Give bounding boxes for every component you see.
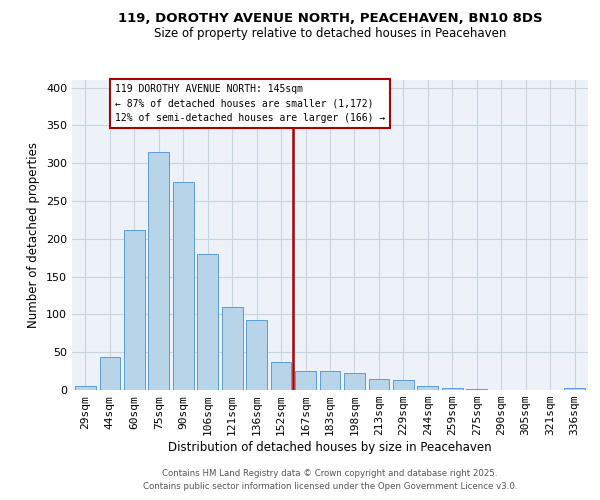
Y-axis label: Number of detached properties: Number of detached properties <box>28 142 40 328</box>
Bar <box>368 378 389 390</box>
Bar <box>295 371 316 390</box>
Bar <box>271 362 292 390</box>
Bar <box>124 230 145 390</box>
Bar <box>173 182 194 390</box>
Text: Contains HM Land Registry data © Crown copyright and database right 2025.: Contains HM Land Registry data © Crown c… <box>162 468 498 477</box>
Bar <box>100 356 120 390</box>
Bar <box>75 386 96 390</box>
Bar <box>466 389 487 390</box>
Bar <box>418 386 438 390</box>
Text: 119, DOROTHY AVENUE NORTH, PEACEHAVEN, BN10 8DS: 119, DOROTHY AVENUE NORTH, PEACEHAVEN, B… <box>118 12 542 26</box>
Text: 119 DOROTHY AVENUE NORTH: 145sqm
← 87% of detached houses are smaller (1,172)
12: 119 DOROTHY AVENUE NORTH: 145sqm ← 87% o… <box>115 84 385 124</box>
Bar <box>148 152 169 390</box>
X-axis label: Distribution of detached houses by size in Peacehaven: Distribution of detached houses by size … <box>168 441 492 454</box>
Bar <box>197 254 218 390</box>
Bar <box>393 380 414 390</box>
Bar <box>246 320 267 390</box>
Bar <box>344 374 365 390</box>
Bar <box>564 388 585 390</box>
Bar <box>442 388 463 390</box>
Bar <box>320 371 340 390</box>
Text: Contains public sector information licensed under the Open Government Licence v3: Contains public sector information licen… <box>143 482 517 491</box>
Text: Size of property relative to detached houses in Peacehaven: Size of property relative to detached ho… <box>154 28 506 40</box>
Bar <box>222 307 242 390</box>
